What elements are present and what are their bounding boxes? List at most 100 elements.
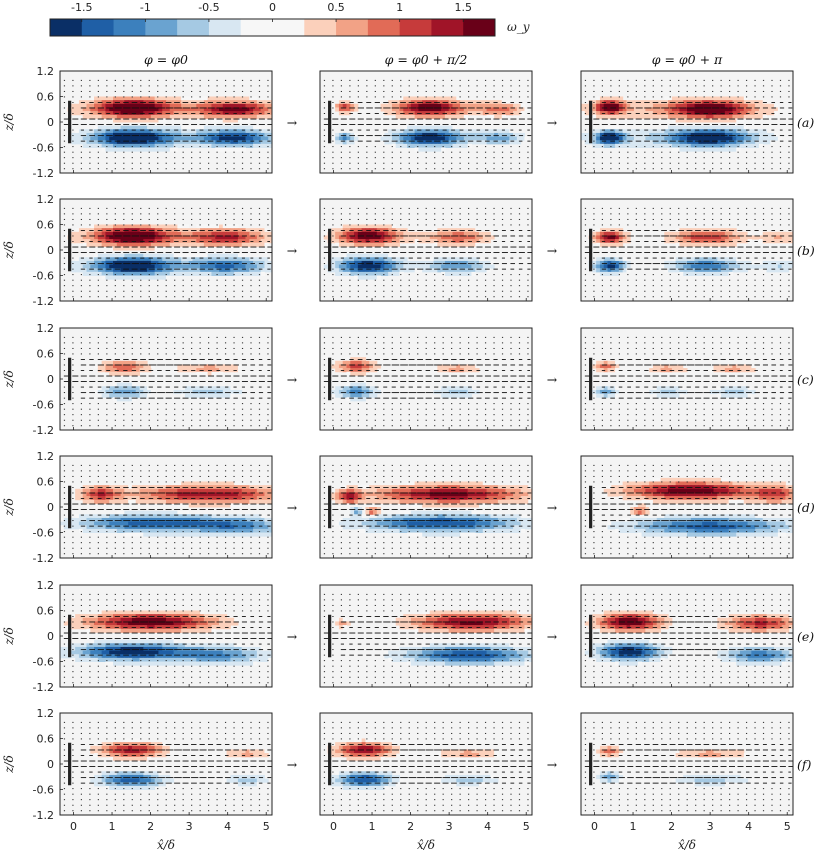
vorticity-cell (154, 147, 159, 152)
vorticity-cell (241, 264, 246, 269)
vorticity-cell (90, 235, 95, 240)
vorticity-cell (120, 114, 125, 119)
vorticity-cell (456, 129, 461, 134)
vorticity-cell (131, 260, 137, 266)
vorticity-cell (154, 107, 159, 112)
vorticity-cell (766, 107, 771, 112)
vorticity-cell (429, 140, 435, 145)
vorticity-cell (169, 107, 175, 112)
vorticity-cell (90, 114, 95, 119)
vorticity-cell (268, 260, 272, 266)
vorticity-cell (192, 231, 197, 236)
vorticity-cell (683, 136, 688, 141)
vorticity-cell (237, 231, 243, 236)
vorticity-cell (241, 103, 246, 108)
vorticity-cell (203, 114, 209, 119)
vorticity-cell (426, 96, 431, 101)
vorticity-cell (437, 103, 442, 108)
vorticity-cell (222, 268, 228, 273)
vorticity-cell (113, 147, 118, 152)
vorticity-cell (78, 264, 84, 269)
vorticity-cell (211, 260, 216, 266)
vorticity-cell (596, 140, 601, 145)
vorticity-cell (460, 231, 465, 236)
vorticity-cell (215, 264, 220, 269)
vorticity-cell (592, 107, 597, 112)
vorticity-cell (177, 111, 182, 116)
vorticity-cell (162, 147, 167, 152)
vorticity-cell (249, 140, 254, 145)
vorticity-cell (475, 268, 480, 273)
vorticity-cell (207, 114, 212, 119)
vorticity-cell (139, 268, 144, 273)
vorticity-cell (143, 264, 148, 269)
vorticity-cell (441, 140, 446, 145)
vorticity-cell (456, 136, 461, 141)
vorticity-cell (203, 140, 209, 145)
vorticity-cell (264, 242, 269, 247)
vorticity-cell (490, 132, 495, 138)
vorticity-cell (268, 140, 272, 145)
vorticity-cell (268, 257, 272, 262)
vorticity-cell (448, 100, 453, 105)
vorticity-cell (120, 125, 125, 130)
vorticity-cell (622, 100, 627, 105)
vorticity-cell (181, 114, 186, 119)
vorticity-cell (143, 253, 148, 258)
vorticity-cell (154, 140, 159, 145)
vorticity-cell (90, 103, 95, 108)
vorticity-cell (188, 140, 193, 145)
vorticity-cell (437, 239, 442, 244)
vorticity-cell (774, 107, 779, 112)
vorticity-cell (403, 111, 408, 116)
vorticity-cell (607, 107, 612, 112)
vorticity-cell (105, 107, 110, 112)
vorticity-cell (444, 271, 450, 276)
vorticity-cell (618, 107, 624, 112)
vorticity-cell (705, 118, 711, 123)
vorticity-cell (245, 118, 250, 123)
vorticity-cell (200, 129, 205, 134)
vorticity-cell (713, 96, 718, 101)
vorticity-cell (634, 132, 639, 138)
vorticity-cell (268, 107, 272, 112)
vorticity-cell (460, 107, 465, 112)
vorticity-cell (607, 136, 612, 141)
vorticity-cell (740, 114, 745, 119)
vorticity-cell (429, 100, 435, 105)
vorticity-cell (690, 114, 696, 119)
vorticity-cell (184, 242, 190, 247)
vorticity-cell (188, 114, 193, 119)
vorticity-cell (456, 271, 461, 276)
vorticity-cell (709, 125, 714, 130)
vorticity-cell (226, 242, 231, 247)
vorticity-cell (717, 103, 722, 108)
vorticity-cell (131, 114, 137, 119)
vorticity-cell (75, 264, 80, 269)
vorticity-cell (116, 147, 122, 152)
vorticity-cell (524, 136, 529, 141)
vorticity-cell (105, 264, 110, 269)
vorticity-cell (230, 114, 235, 119)
vorticity-cell (124, 118, 129, 123)
vorticity-cell (641, 111, 646, 116)
vorticity-cell (335, 132, 340, 138)
vorticity-cell (124, 224, 129, 229)
vorticity-cell (181, 129, 186, 134)
vorticity-cell (690, 96, 696, 101)
vorticity-cell (384, 242, 389, 247)
vorticity-cell (253, 242, 258, 247)
vorticity-cell (196, 235, 201, 240)
vorticity-cell (391, 140, 397, 145)
vorticity-cell (253, 228, 258, 233)
vorticity-cell (656, 100, 661, 105)
vorticity-cell (486, 114, 491, 119)
vorticity-cell (407, 125, 412, 130)
vorticity-cell (166, 107, 171, 112)
vorticity-cell (94, 260, 99, 266)
vorticity-cell (603, 96, 608, 101)
vorticity-cell (724, 103, 730, 108)
vorticity-cell (645, 143, 650, 148)
vorticity-cell (671, 143, 677, 148)
vorticity-cell (414, 231, 419, 236)
